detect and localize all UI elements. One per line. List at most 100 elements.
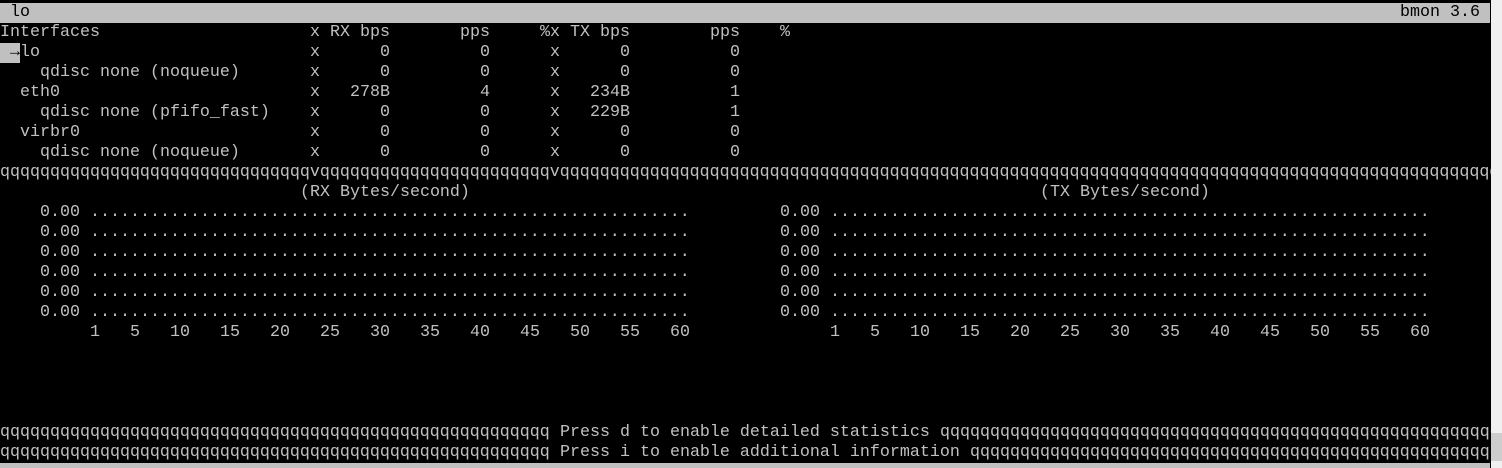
- app-version: bmon 3.6: [1400, 3, 1480, 22]
- horizontal-separator: qqqqqqqqqqqqqqqqqqqqqqqqqqqqqqqqqqqqqqqq…: [0, 443, 560, 462]
- tx-pps-value: 0: [730, 43, 740, 62]
- tx-graph-x-tick: 20: [1010, 323, 1030, 342]
- tx-pps-value: 0: [730, 143, 740, 162]
- rx-graph-x-tick: 30: [370, 323, 390, 342]
- rx-graph-plot-row: ........................................…: [90, 243, 690, 262]
- rx-graph-plot-row: ........................................…: [90, 223, 690, 242]
- rx-bps-value: 0: [380, 43, 390, 62]
- rx-graph-y-label: 0.00: [40, 243, 80, 262]
- rx-graph-plot-row: ........................................…: [90, 303, 690, 322]
- tx-bps-value: 229B: [590, 103, 630, 122]
- rx-bps-value: 0: [380, 103, 390, 122]
- tx-pps-value: 0: [730, 123, 740, 142]
- tx-bps-value: 234B: [590, 83, 630, 102]
- tx-graph-x-tick: 50: [1310, 323, 1330, 342]
- rx-graph-plot-row: ........................................…: [90, 263, 690, 282]
- column-header-interfaces: Interfaces: [0, 23, 100, 42]
- rx-graph-x-tick: 5: [130, 323, 140, 342]
- tx-graph-y-label: 0.00: [780, 203, 820, 222]
- column-header-rx-percent: %x: [540, 23, 560, 42]
- interface-row-name[interactable]: lo: [20, 43, 40, 62]
- tx-graph-y-label: 0.00: [780, 303, 820, 322]
- status-bar: [0, 463, 1490, 468]
- tx-bps-value: 0: [620, 63, 630, 82]
- rx-graph-y-label: 0.00: [40, 263, 80, 282]
- interface-row-name[interactable]: virbr0: [20, 123, 80, 142]
- rx-bps-value: 0: [380, 63, 390, 82]
- tx-graph-x-tick: 45: [1260, 323, 1280, 342]
- rx-graph-x-tick: 45: [520, 323, 540, 342]
- tx-graph-plot-row: ........................................…: [830, 223, 1430, 242]
- column-separator: x: [310, 43, 320, 62]
- tx-bps-value: 0: [620, 123, 630, 142]
- rx-graph-title: (RX Bytes/second): [300, 183, 470, 202]
- tx-graph-x-tick: 35: [1160, 323, 1180, 342]
- tx-graph-x-tick: 55: [1360, 323, 1380, 342]
- tx-graph-x-tick: 15: [960, 323, 980, 342]
- column-header-tx-percent: %: [780, 23, 790, 42]
- rx-graph-x-tick: 20: [270, 323, 290, 342]
- column-separator: x: [310, 63, 320, 82]
- tx-graph-plot-row: ........................................…: [830, 243, 1430, 262]
- rx-pps-value: 0: [480, 143, 490, 162]
- tx-graph-x-tick: 1: [830, 323, 840, 342]
- column-header-tx-bps: TX bps: [570, 23, 630, 42]
- scrollbar[interactable]: [1491, 0, 1502, 468]
- horizontal-separator: qqqqqqqqqqqqqqqqqqqqqqqqqqqqqqqqqqqqqqqq…: [0, 423, 560, 442]
- rx-graph-x-tick: 10: [170, 323, 190, 342]
- tx-pps-value: 1: [730, 83, 740, 102]
- tx-graph-x-tick: 5: [870, 323, 880, 342]
- rx-graph-x-tick: 1: [90, 323, 100, 342]
- rx-graph-y-label: 0.00: [40, 303, 80, 322]
- rx-graph-x-tick: 50: [570, 323, 590, 342]
- rx-graph-x-tick: 40: [470, 323, 490, 342]
- rx-graph-x-tick: 60: [670, 323, 690, 342]
- column-separator: x: [310, 103, 320, 122]
- tx-graph-plot-row: ........................................…: [830, 283, 1430, 302]
- column-separator: x: [550, 103, 560, 122]
- tx-graph-x-tick: 60: [1410, 323, 1430, 342]
- tx-graph-plot-row: ........................................…: [830, 303, 1430, 322]
- interface-row-name[interactable]: qdisc none (noqueue): [40, 63, 240, 82]
- rx-bps-value: 0: [380, 143, 390, 162]
- tx-pps-value: 1: [730, 103, 740, 122]
- selection-cursor[interactable]: →: [0, 43, 20, 63]
- tx-bps-value: 0: [620, 43, 630, 62]
- column-separator: x: [310, 83, 320, 102]
- rx-graph-x-tick: 25: [320, 323, 340, 342]
- interface-row-name[interactable]: eth0: [20, 83, 60, 102]
- scrollbar-thumb[interactable]: [1491, 433, 1502, 461]
- tx-graph-y-label: 0.00: [780, 283, 820, 302]
- horizontal-separator: qqqqqqqqqqqqqqqqqqqqqqqqqqqqqqqvqqqqqqqq…: [0, 163, 1500, 182]
- interface-row-name[interactable]: qdisc none (pfifo_fast): [40, 103, 270, 122]
- column-separator: x: [310, 23, 320, 42]
- tx-graph-x-tick: 25: [1060, 323, 1080, 342]
- rx-graph-y-label: 0.00: [40, 223, 80, 242]
- title-bar: lo bmon 3.6: [0, 3, 1490, 23]
- rx-pps-value: 0: [480, 123, 490, 142]
- horizontal-separator: qqqqqqqqqqqqqqqqqqqqqqqqqqqqqqqqqqqqqqqq…: [970, 443, 1500, 462]
- tx-graph-plot-row: ........................................…: [830, 203, 1430, 222]
- hint-additional-information: Press i to enable additional information: [560, 443, 960, 462]
- tx-graph-x-tick: 40: [1210, 323, 1230, 342]
- horizontal-separator: qqqqqqqqqqqqqqqqqqqqqqqqqqqqqqqqqqqqqqqq…: [940, 423, 1500, 442]
- tx-graph-x-tick: 10: [910, 323, 930, 342]
- column-header-rx-pps: pps: [460, 23, 490, 42]
- rx-graph-plot-row: ........................................…: [90, 283, 690, 302]
- rx-pps-value: 0: [480, 63, 490, 82]
- rx-pps-value: 0: [480, 43, 490, 62]
- interface-row-name[interactable]: qdisc none (noqueue): [40, 143, 240, 162]
- column-separator: x: [550, 143, 560, 162]
- column-separator: x: [550, 83, 560, 102]
- rx-pps-value: 4: [480, 83, 490, 102]
- tx-graph-y-label: 0.00: [780, 263, 820, 282]
- column-header-rx-bps: RX bps: [330, 23, 390, 42]
- rx-bps-value: 278B: [350, 83, 390, 102]
- rx-graph-y-label: 0.00: [40, 283, 80, 302]
- rx-graph-y-label: 0.00: [40, 203, 80, 222]
- tx-graph-plot-row: ........................................…: [830, 263, 1430, 282]
- tx-graph-title: (TX Bytes/second): [1040, 183, 1210, 202]
- tx-graph-y-label: 0.00: [780, 243, 820, 262]
- hint-detailed-statistics: Press d to enable detailed statistics: [560, 423, 930, 442]
